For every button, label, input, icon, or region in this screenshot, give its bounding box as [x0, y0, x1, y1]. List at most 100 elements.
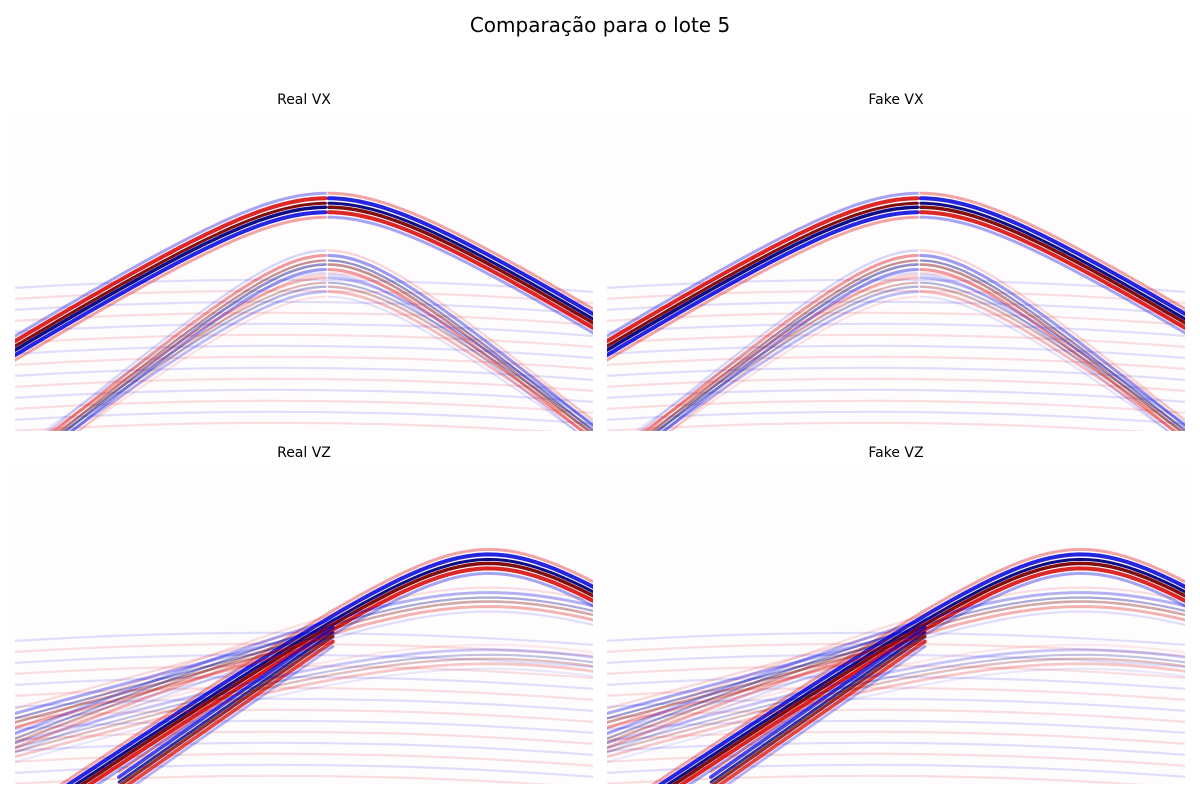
event-0-right-arm: [326, 210, 593, 330]
event-4-hyperbola: [607, 657, 1185, 754]
event-1-right-arm: [919, 249, 1185, 423]
event-1-linear: [117, 631, 335, 784]
event-2-left-arm: [668, 295, 919, 431]
event-1-left-arm: [644, 253, 919, 431]
panel-title-real-vx: Real VX: [277, 92, 331, 108]
texture-band: [607, 333, 1185, 348]
texture-band: [607, 311, 1185, 326]
event-0-left-arm: [15, 205, 328, 352]
event-2-linear: [607, 640, 927, 729]
texture-band: [607, 344, 1185, 359]
event-0-hyperbola: [657, 552, 1185, 784]
event-0-left-arm: [607, 191, 919, 338]
texture-band: [15, 697, 593, 712]
event-1-right-arm: [919, 259, 1185, 431]
event-1-left-arm: [655, 263, 919, 431]
event-0-hyperbola: [74, 557, 593, 784]
texture-band: [607, 421, 1146, 431]
heatmap-real-vz-plot: [15, 466, 593, 784]
event-2-left-arm: [648, 281, 919, 431]
event-3-hyperbola: [607, 605, 1185, 750]
event-4-hyperbola: [15, 643, 593, 739]
texture-band: [607, 388, 1185, 403]
texture-band: [15, 344, 593, 359]
texture-band: [607, 322, 1185, 337]
event-2-left-arm: [56, 281, 327, 431]
event-2-right-arm: [327, 276, 593, 426]
texture-band: [15, 333, 593, 348]
texture-band: [607, 410, 1185, 425]
event-2-right-arm: [919, 276, 1185, 426]
event-2-right-arm: [327, 295, 578, 431]
event-1-right-arm: [327, 263, 591, 431]
event-1-right-arm: [327, 259, 593, 431]
event-4-hyperbola: [15, 653, 593, 749]
event-4-hyperbola: [607, 662, 1185, 759]
event-2-right-arm: [919, 285, 1185, 431]
event-1-right-arm: [327, 267, 585, 431]
event-1-left-arm: [76, 273, 327, 431]
event-4-hyperbola: [15, 657, 593, 754]
event-2-left-arm: [634, 271, 919, 431]
heatmap-fake-vz: [607, 466, 1185, 784]
event-2-right-arm: [327, 285, 593, 431]
event-0-left-arm: [15, 210, 328, 358]
event-1-left-arm: [46, 249, 327, 431]
event-4-hyperbola: [15, 662, 593, 759]
event-0-left-arm: [607, 210, 920, 358]
texture-band: [15, 355, 593, 370]
event-4-hyperbola: [607, 648, 1185, 745]
event-1-linear: [119, 634, 335, 784]
texture-band: [607, 741, 1185, 756]
heatmap-background: [607, 466, 1185, 784]
event-0-right-arm: [919, 201, 1185, 321]
event-2-left-arm: [640, 276, 919, 431]
heatmap-fake-vz-plot: [607, 466, 1185, 784]
event-4-hyperbola: [15, 648, 593, 745]
texture-band: [607, 752, 1185, 767]
event-0-hyperbola: [666, 557, 1185, 784]
event-0-right-arm: [918, 210, 1185, 330]
event-3-hyperbola: [15, 596, 593, 740]
texture-band: [15, 664, 593, 679]
heatmap-fake-vx-plot: [607, 113, 1185, 431]
event-0-left-arm: [607, 215, 919, 362]
texture-band: [607, 399, 1185, 414]
texture-band: [15, 399, 593, 414]
event-3-hyperbola: [607, 591, 1185, 736]
event-1-left-arm: [668, 273, 919, 431]
texture-band: [15, 410, 593, 425]
event-3-hyperbola: [15, 605, 593, 750]
texture-band: [15, 388, 593, 403]
event-3-hyperbola: [15, 591, 593, 736]
event-2-left-arm: [48, 276, 327, 431]
event-2-right-arm: [327, 281, 593, 431]
event-2-right-arm: [919, 295, 1170, 431]
event-0-right-arm: [327, 215, 593, 335]
event-2-left-arm: [68, 290, 327, 431]
event-2-linear: [15, 640, 335, 729]
texture-band: [15, 719, 593, 734]
event-2-linear: [15, 631, 335, 720]
event-2-right-arm: [327, 290, 586, 431]
event-1-linear: [117, 625, 335, 779]
texture-band: [15, 421, 554, 431]
event-2-linear: [607, 645, 927, 734]
event-2-left-arm: [61, 285, 327, 431]
event-0-hyperbola: [65, 552, 593, 784]
event-2-right-arm: [919, 290, 1178, 431]
event-2-linear: [607, 626, 927, 715]
event-1-left-arm: [638, 249, 919, 431]
event-0-right-arm: [327, 191, 593, 311]
texture-band: [607, 664, 1185, 679]
event-0-right-arm: [327, 201, 593, 321]
texture-band: [15, 322, 593, 337]
event-0-left-arm: [15, 201, 327, 348]
event-0-right-arm: [918, 196, 1185, 316]
texture-band: [15, 311, 593, 326]
texture-band: [607, 377, 1185, 392]
texture-band: [607, 708, 1185, 723]
texture-band: [15, 675, 593, 690]
texture-band: [607, 355, 1185, 370]
event-2-left-arm: [660, 290, 919, 431]
